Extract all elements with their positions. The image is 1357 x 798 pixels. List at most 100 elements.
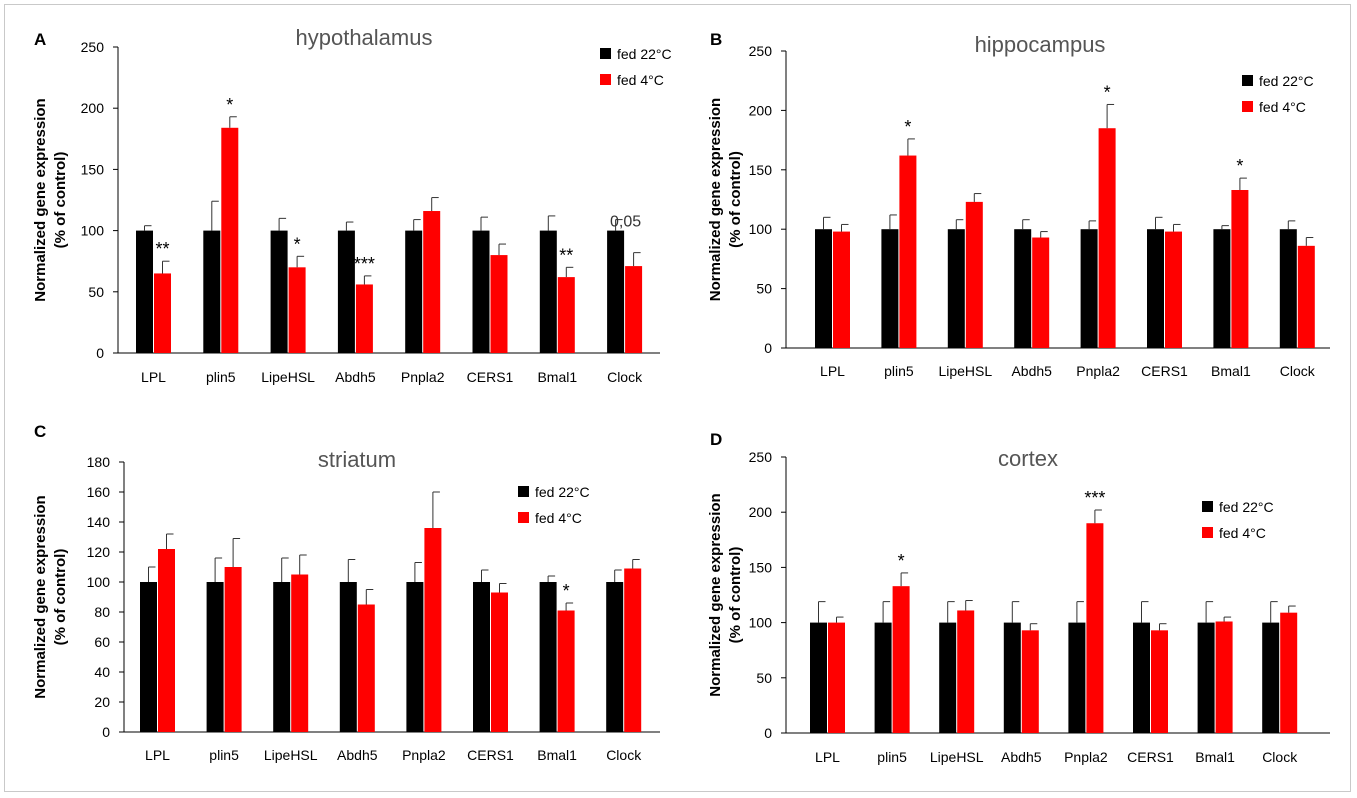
- bar-fed-4c-pnpla2: [424, 528, 442, 732]
- y-tick-label: 150: [81, 161, 105, 177]
- bar-fed-4c-abdh5: [1021, 630, 1039, 733]
- y-tick-label: 50: [756, 281, 772, 297]
- x-tick-label: CERS1: [1141, 363, 1188, 379]
- x-tick-label: plin5: [877, 749, 907, 765]
- bar-fed-22c-abdh5: [339, 582, 357, 732]
- x-tick-label: LPL: [145, 747, 170, 763]
- p-value-label: 0,05: [610, 214, 641, 231]
- y-tick-label: 0: [96, 345, 104, 361]
- bar-fed-4c-lipehsl: [288, 267, 306, 353]
- bar-fed-4c-pnpla2: [1086, 523, 1104, 733]
- legend-swatch: [1202, 501, 1213, 512]
- x-tick-label: Bmal1: [1195, 749, 1235, 765]
- bar-fed-4c-bmal1: [557, 610, 575, 732]
- legend-swatch: [518, 512, 529, 523]
- legend-label: fed 22°C: [1219, 499, 1274, 515]
- x-tick-label: plin5: [209, 747, 239, 763]
- significance-marker: **: [559, 245, 573, 265]
- significance-marker: *: [904, 117, 911, 137]
- bar-fed-22c-clock: [1279, 229, 1297, 348]
- bar-fed-22c-abdh5: [1003, 622, 1021, 733]
- legend-swatch: [600, 74, 611, 85]
- legend-swatch: [1242, 101, 1253, 112]
- bar-fed-22c-lipehsl: [273, 582, 291, 732]
- significance-marker: ***: [1084, 488, 1105, 508]
- bar-fed-22c-lpl: [140, 582, 157, 732]
- legend-label: fed 4°C: [1219, 525, 1266, 541]
- bar-fed-4c-abdh5: [357, 604, 375, 732]
- bar-fed-22c-bmal1: [539, 230, 557, 353]
- bar-fed-22c-pnpla2: [406, 582, 424, 732]
- x-tick-label: plin5: [206, 369, 236, 385]
- bar-fed-4c-bmal1: [1215, 621, 1233, 733]
- bar-fed-22c-cers1: [1147, 229, 1164, 348]
- y-tick-label: 140: [87, 514, 111, 530]
- legend-label: fed 22°C: [617, 46, 672, 62]
- x-tick-label: CERS1: [467, 369, 514, 385]
- bar-fed-4c-pnpla2: [423, 211, 441, 353]
- chart-title: hypothalamus: [296, 25, 433, 50]
- y-tick-label: 100: [749, 615, 773, 631]
- panel-letter: B: [710, 30, 722, 49]
- y-tick-label: 200: [749, 102, 773, 118]
- y-tick-label: 200: [81, 100, 105, 116]
- legend-label: fed 22°C: [535, 484, 590, 500]
- y-tick-label: 250: [749, 449, 773, 465]
- y-tick-label: 200: [749, 504, 773, 520]
- significance-marker: *: [294, 234, 301, 254]
- x-tick-label: LPL: [141, 369, 166, 385]
- bar-fed-4c-lipehsl: [965, 201, 983, 348]
- bar-fed-22c-plin5: [206, 582, 224, 732]
- bar-fed-22c-bmal1: [1197, 622, 1215, 733]
- bar-fed-22c-plin5: [203, 230, 221, 353]
- bar-fed-22c-lipehsl: [947, 229, 965, 348]
- bar-fed-22c-abdh5: [337, 230, 355, 353]
- legend-swatch: [518, 486, 529, 497]
- bar-fed-22c-clock: [1262, 622, 1280, 733]
- x-tick-label: LipeHSL: [261, 369, 315, 385]
- legend-swatch: [600, 48, 611, 59]
- y-tick-label: 50: [756, 670, 772, 686]
- bar-fed-22c-lpl: [815, 229, 832, 348]
- x-tick-label: Bmal1: [537, 369, 577, 385]
- y-axis-label: Normalized gene expression: [707, 98, 724, 301]
- y-axis-label: Normalized gene expression: [32, 495, 49, 698]
- x-tick-label: LipeHSL: [930, 749, 984, 765]
- legend-swatch: [1242, 75, 1253, 86]
- x-tick-label: Clock: [1262, 749, 1298, 765]
- significance-marker: *: [898, 551, 905, 571]
- bar-fed-4c-plin5: [221, 127, 239, 353]
- y-tick-label: 50: [88, 284, 104, 300]
- bar-fed-4c-abdh5: [1032, 237, 1050, 348]
- panel-letter: C: [34, 422, 46, 441]
- significance-marker: *: [226, 95, 233, 115]
- y-axis-label: Normalized gene expression: [707, 493, 724, 696]
- x-tick-label: Clock: [606, 747, 642, 763]
- bar-fed-4c-lpl: [833, 231, 850, 348]
- y-axis-label-units: (% of control): [52, 152, 69, 249]
- legend-label: fed 4°C: [1259, 99, 1306, 115]
- y-axis-label: Normalized gene expression: [32, 98, 49, 301]
- significance-marker: *: [563, 581, 570, 601]
- x-tick-label: Pnpla2: [401, 369, 445, 385]
- y-tick-label: 120: [87, 544, 111, 560]
- y-tick-label: 0: [102, 724, 110, 740]
- x-tick-label: Abdh5: [1001, 749, 1042, 765]
- y-tick-label: 150: [749, 559, 773, 575]
- y-tick-label: 80: [94, 604, 110, 620]
- figure-frame: [4, 4, 1351, 792]
- chart-title: hippocampus: [975, 32, 1106, 57]
- x-tick-label: Abdh5: [335, 369, 376, 385]
- significance-marker: *: [1104, 82, 1111, 102]
- bar-fed-4c-plin5: [224, 567, 242, 732]
- x-tick-label: Clock: [1280, 363, 1316, 379]
- x-tick-label: plin5: [884, 363, 914, 379]
- bar-fed-22c-bmal1: [1213, 229, 1231, 348]
- bar-fed-4c-clock: [1280, 612, 1298, 733]
- bar-fed-22c-clock: [606, 582, 624, 732]
- bar-fed-22c-abdh5: [1014, 229, 1032, 348]
- bar-fed-4c-lpl: [158, 549, 175, 732]
